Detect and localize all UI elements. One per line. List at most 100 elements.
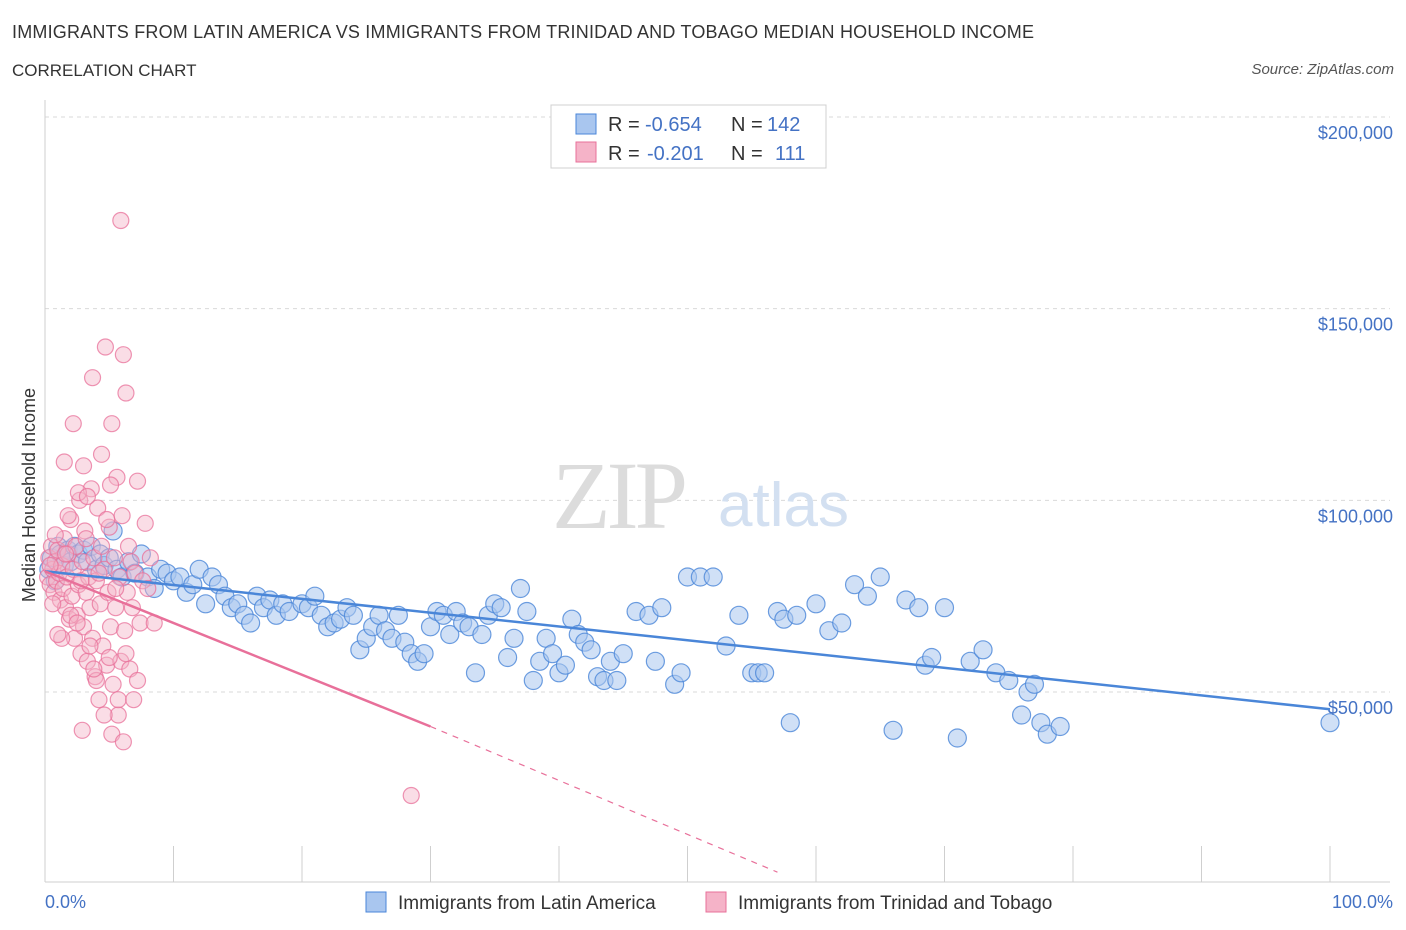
data-point-trinidad-tobago — [101, 476, 120, 494]
data-point-latin-america — [1320, 713, 1340, 733]
data-point-trinidad-tobago — [117, 645, 135, 663]
data-point-trinidad-tobago — [109, 691, 127, 709]
data-point-latin-america — [517, 601, 537, 622]
data-point-latin-america — [491, 598, 511, 618]
data-point-latin-america — [498, 647, 518, 668]
legend-n-label-2: N = — [731, 143, 763, 165]
data-point-trinidad-tobago — [117, 384, 135, 402]
axes — [44, 100, 1390, 883]
data-point-trinidad-tobago — [78, 487, 97, 506]
source-credit: Source: ZipAtlas.com — [1251, 61, 1394, 78]
y-tick-label: $150,000 — [1318, 315, 1393, 335]
bottom-legend-swatch-blue — [365, 891, 387, 913]
data-point-latin-america — [1011, 705, 1032, 725]
data-point-trinidad-tobago — [109, 706, 127, 724]
trend-line-trinidad-tobago-extension — [430, 725, 778, 873]
data-point-trinidad-tobago — [83, 369, 102, 387]
data-point-latin-america — [857, 586, 878, 606]
watermark: ZIP atlas — [552, 442, 849, 549]
data-point-trinidad-tobago — [104, 675, 122, 693]
data-point-trinidad-tobago — [139, 579, 157, 598]
data-point-trinidad-tobago — [116, 622, 134, 640]
data-point-latin-america — [523, 670, 543, 691]
data-point-trinidad-tobago — [55, 453, 73, 471]
data-point-latin-america — [806, 594, 826, 614]
stats-legend: R = -0.654 N = 142 R = -0.201 N = 111 — [550, 104, 827, 169]
data-point-latin-america — [613, 644, 633, 664]
data-point-trinidad-tobago — [113, 507, 131, 525]
data-point-latin-america — [883, 720, 903, 740]
y-tick-label: $50,000 — [1328, 698, 1393, 718]
watermark-zip: ZIP — [552, 442, 685, 549]
data-point-trinidad-tobago — [81, 637, 99, 655]
data-point-latin-america — [844, 575, 865, 595]
series-latin-america-points — [39, 521, 1340, 748]
y-tick-label: $200,000 — [1318, 123, 1393, 143]
legend-n-value-1: 142 — [767, 114, 800, 136]
data-point-trinidad-tobago — [128, 671, 147, 690]
data-point-trinidad-tobago — [402, 786, 420, 805]
legend-r-value-1: -0.654 — [645, 114, 702, 136]
data-point-trinidad-tobago — [77, 530, 95, 548]
data-point-trinidad-tobago — [103, 415, 121, 433]
data-point-trinidad-tobago — [98, 510, 116, 529]
data-point-latin-america — [555, 655, 576, 675]
legend-r-label-2: R = — [608, 143, 640, 165]
data-point-latin-america — [832, 613, 852, 633]
data-point-latin-america — [652, 598, 672, 618]
data-point-latin-america — [504, 628, 524, 648]
trend-line-latin-america — [44, 570, 1331, 711]
data-point-trinidad-tobago — [136, 514, 154, 532]
data-point-latin-america — [870, 567, 890, 587]
data-point-latin-america — [1050, 716, 1070, 737]
data-point-latin-america — [542, 644, 563, 664]
data-point-trinidad-tobago — [89, 499, 107, 517]
data-point-trinidad-tobago — [92, 537, 111, 555]
trend-lines — [44, 570, 1331, 873]
data-point-trinidad-tobago — [49, 625, 67, 644]
data-point-trinidad-tobago — [59, 507, 77, 525]
chart-subtitle: CORRELATION CHART — [12, 61, 197, 80]
data-point-latin-america — [465, 663, 486, 683]
data-point-latin-america — [973, 640, 993, 660]
data-point-latin-america — [787, 605, 807, 625]
y-tick-labels: $50,000 $100,000 $150,000 $200,000 — [1318, 123, 1393, 718]
bottom-legend-label-pink: Immigrants from Trinidad and Tobago — [738, 893, 1052, 914]
data-point-trinidad-tobago — [100, 648, 118, 667]
data-point-latin-america — [671, 663, 691, 683]
x-tick-label: 100.0% — [1332, 892, 1393, 912]
data-point-trinidad-tobago — [128, 472, 147, 490]
data-point-trinidad-tobago — [125, 691, 143, 709]
data-point-latin-america — [343, 605, 363, 625]
data-point-latin-america — [241, 613, 261, 633]
data-point-trinidad-tobago — [92, 445, 111, 463]
series-legend: Immigrants from Latin America Immigrants… — [365, 891, 1052, 914]
watermark-atlas: atlas — [718, 471, 849, 540]
data-point-trinidad-tobago — [74, 457, 93, 475]
x-tick-label: 0.0% — [45, 892, 86, 912]
data-point-latin-america — [472, 624, 492, 645]
x-tick-labels: 0.0% 100.0% — [45, 892, 1393, 912]
bottom-legend-swatch-pink — [705, 891, 727, 913]
data-point-trinidad-tobago — [64, 415, 82, 433]
data-point-trinidad-tobago — [73, 721, 91, 739]
data-point-latin-america — [947, 728, 967, 748]
data-point-latin-america — [607, 670, 627, 691]
data-point-latin-america — [414, 644, 434, 664]
data-point-latin-america — [581, 640, 601, 660]
data-point-trinidad-tobago — [114, 733, 132, 751]
data-point-trinidad-tobago — [114, 346, 132, 364]
data-point-trinidad-tobago — [105, 549, 123, 567]
data-point-trinidad-tobago — [81, 599, 99, 617]
data-point-latin-america — [440, 624, 460, 645]
data-point-latin-america — [305, 586, 325, 606]
data-point-trinidad-tobago — [119, 537, 138, 555]
data-point-latin-america — [934, 598, 955, 618]
data-point-trinidad-tobago — [68, 614, 86, 632]
data-point-latin-america — [1024, 674, 1045, 694]
stats-legend-box — [550, 104, 827, 169]
legend-n-value-2: 111 — [775, 143, 805, 165]
data-point-trinidad-tobago — [112, 211, 130, 230]
data-point-trinidad-tobago — [107, 579, 125, 598]
legend-n-label-1: N = — [731, 114, 763, 136]
